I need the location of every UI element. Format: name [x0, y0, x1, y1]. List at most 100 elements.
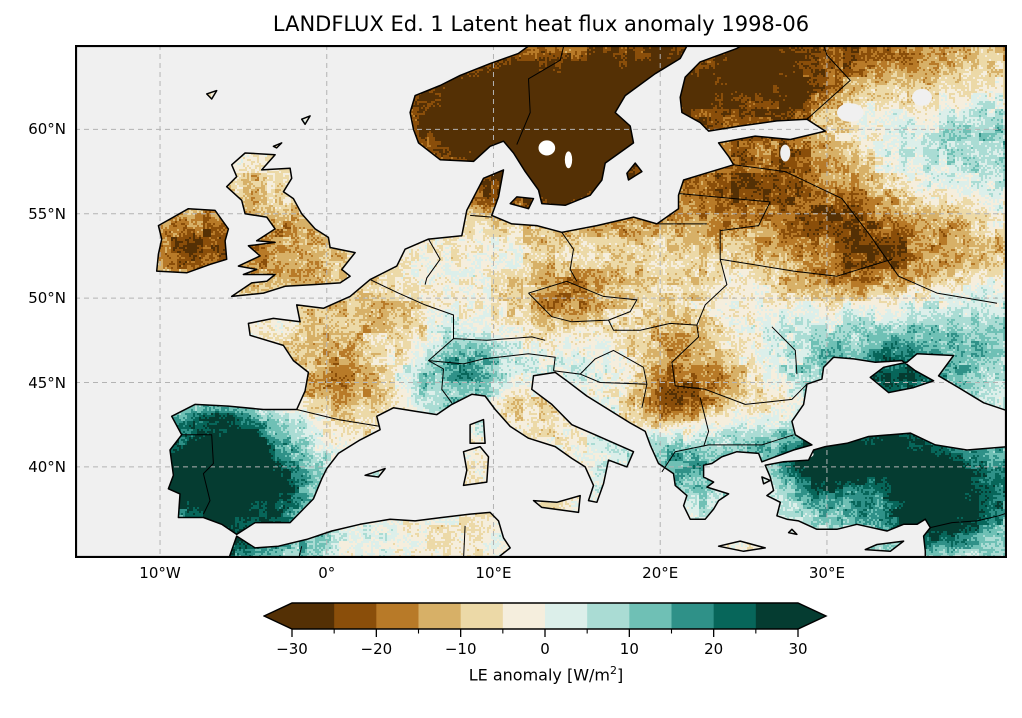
- colorbar-segment: [587, 603, 630, 629]
- colorbar-tick-label: −10: [444, 640, 477, 658]
- country-border: [516, 45, 565, 145]
- gridlines: [75, 45, 1007, 558]
- colorbar-tick-label: 10: [619, 640, 639, 658]
- coastline: [155, 207, 230, 274]
- chart-title: LANDFLUX Ed. 1 Latent heat flux anomaly …: [272, 12, 810, 36]
- country-border: [453, 336, 546, 341]
- coastline: [167, 45, 1007, 536]
- coastline: [272, 142, 283, 149]
- country-border: [671, 325, 700, 386]
- x-axis-tick-label: 30°E: [808, 564, 845, 582]
- map-raster-canvas: [75, 45, 1007, 558]
- lake: [780, 144, 791, 162]
- coastline: [364, 467, 386, 478]
- colorbar-segment: [334, 603, 377, 629]
- country-border: [181, 434, 214, 515]
- coastline: [761, 476, 771, 485]
- lake: [538, 140, 556, 156]
- colorbar-label-prefix: LE anomaly [W/m: [468, 665, 611, 685]
- country-border: [580, 367, 648, 385]
- x-axis-tick-label: 0°: [318, 564, 336, 582]
- colorbar-segment: [713, 603, 757, 629]
- coastline: [462, 445, 490, 487]
- country-border: [720, 258, 893, 277]
- country-border: [608, 319, 697, 331]
- colorbar-segment: [629, 603, 673, 629]
- colorbar: −30 −20 −10 0 10 20 30 LE anomaly [W/m2]: [262, 602, 829, 712]
- lakes: [538, 88, 932, 460]
- country-border: [699, 397, 710, 447]
- country-border: [296, 409, 381, 427]
- coastline: [509, 196, 535, 210]
- y-axis-tick-label: 40°N: [28, 457, 66, 476]
- coastline: [532, 494, 581, 514]
- country-border: [553, 349, 644, 375]
- country-border: [641, 384, 648, 408]
- map-overlay: [75, 45, 1007, 558]
- coastline: [787, 528, 798, 536]
- coastline: [300, 115, 311, 126]
- colorbar-tick-label: 0: [540, 640, 550, 658]
- coastline: [469, 418, 486, 445]
- coastline: [864, 540, 905, 553]
- country-border: [678, 193, 771, 232]
- plot-frame: [75, 45, 1007, 558]
- country-border: [675, 383, 808, 405]
- colorbar-bar: [262, 602, 828, 637]
- y-axis-tick-label: 45°N: [28, 373, 66, 392]
- lake: [836, 103, 864, 122]
- coastline: [205, 89, 218, 100]
- country-border: [785, 171, 998, 304]
- country-border: [661, 434, 794, 473]
- lake: [564, 151, 573, 169]
- x-axis-tick-label: 10°W: [139, 564, 181, 582]
- x-axis-tick-label: 20°E: [642, 564, 679, 582]
- colorbar-segment: [418, 603, 462, 629]
- country-border: [696, 230, 728, 326]
- colorbar-segment: [671, 603, 715, 629]
- colorbar-segment: [755, 603, 799, 629]
- country-border: [428, 353, 556, 371]
- colorbar-tick-labels: −30 −20 −10 0 10 20 30: [263, 639, 829, 659]
- country-border: [369, 279, 454, 339]
- country-borders: [181, 45, 1007, 558]
- colorbar-tick-label: 20: [704, 640, 724, 658]
- map-plot-area: [75, 45, 1007, 558]
- country-border: [930, 512, 1007, 529]
- coastline: [717, 540, 766, 553]
- country-border: [771, 326, 798, 375]
- colorbar-tick-label: −30: [276, 640, 308, 658]
- lake: [786, 449, 814, 460]
- country-border: [528, 280, 638, 323]
- y-axis-tick-label: 60°N: [28, 120, 66, 139]
- coastline: [228, 511, 511, 558]
- colorbar-segment: [376, 603, 420, 629]
- x-axis-tick-label: 10°E: [475, 564, 512, 582]
- colorbar-label-exponent: 2: [610, 664, 618, 677]
- colorbar-segment: [545, 603, 588, 629]
- colorbar-segment: [502, 603, 546, 629]
- colorbar-axis-label: LE anomaly [W/m2]: [263, 664, 829, 684]
- country-border: [428, 338, 454, 404]
- coastline: [409, 45, 689, 207]
- colorbar-tick-label: −20: [360, 640, 393, 658]
- country-border: [463, 525, 466, 558]
- country-border: [733, 164, 786, 173]
- colorbar-segment: [292, 603, 335, 629]
- colorbar-extend-right-arrow: [798, 603, 826, 629]
- coastline: [626, 162, 643, 181]
- colorbar-label-suffix: ]: [617, 665, 624, 685]
- coastlines: [155, 45, 1007, 558]
- colorbar-extend-left-arrow: [264, 603, 292, 629]
- colorbar-segment: [460, 603, 504, 629]
- lake: [911, 88, 932, 106]
- y-axis-tick-label: 55°N: [28, 204, 66, 223]
- colorbar-tick-label: 30: [788, 640, 808, 658]
- country-border: [806, 45, 851, 120]
- coastline: [225, 152, 356, 298]
- country-border: [561, 232, 578, 282]
- country-border: [470, 214, 492, 218]
- country-border: [424, 238, 441, 285]
- y-axis-tick-label: 50°N: [28, 289, 66, 308]
